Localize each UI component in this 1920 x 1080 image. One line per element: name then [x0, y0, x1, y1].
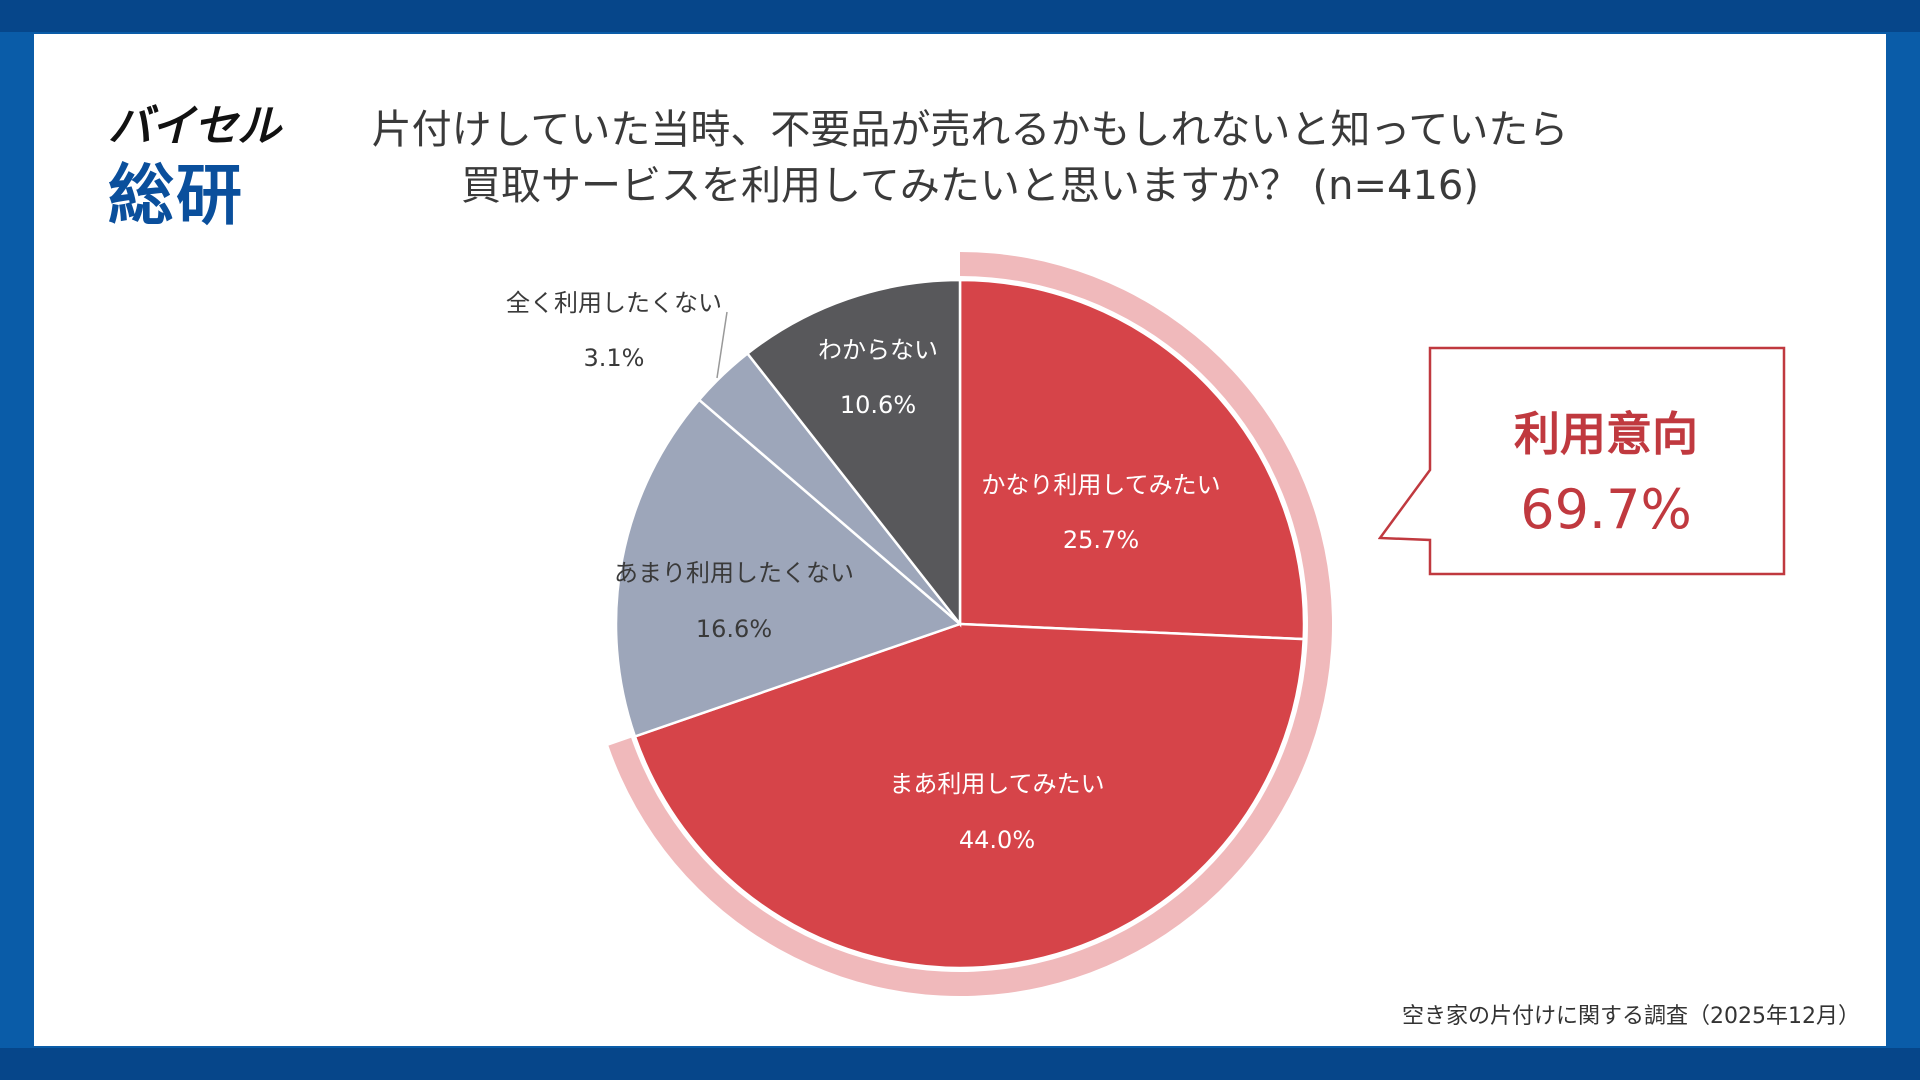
logo-brand: バイセル — [108, 101, 281, 152]
chart-title-line-1: 片付けしていた当時、不要品が売れるかもしれないと知っていたら — [371, 107, 1569, 153]
slice-label-4: 全く利用したくない — [506, 289, 722, 317]
chart-title: 片付けしていた当時、不要品が売れるかもしれないと知っていたら 買取サービスを利用… — [320, 102, 1620, 214]
leader-line — [716, 311, 728, 379]
slice-value-3: 16.6% — [696, 615, 772, 643]
slice-label-2: まあ利用してみたい — [889, 770, 1104, 798]
frame-bottom-bar — [0, 1048, 1920, 1080]
callout-frame — [1378, 346, 1786, 576]
slice-value-1: 25.7% — [1063, 526, 1139, 554]
slice-value-4: 3.1% — [584, 344, 645, 372]
slice-label-5: わからない — [818, 336, 938, 364]
slice-value-5: 10.6% — [840, 391, 916, 419]
pie-slice-2 — [633, 622, 1305, 970]
logo: バイセル 総研 — [108, 90, 288, 234]
slice-label-3: あまり利用したくない — [614, 559, 854, 587]
source-note: 空き家の片付けに関する調査（2025年12月） — [1402, 1004, 1860, 1029]
chart-title-line-2: 買取サービスを利用してみたいと思いますか？ (n=416) — [461, 163, 1479, 209]
logo-sub: 総研 — [108, 157, 244, 234]
pie-slice-3 — [614, 398, 963, 739]
callout-box: 利用意向 69.7% — [1378, 346, 1786, 576]
callout-title: 利用意向 — [1514, 407, 1698, 461]
pie-slice-1 — [958, 278, 1306, 641]
frame-top-bar — [0, 0, 1920, 32]
pie-slice-5 — [745, 278, 962, 628]
slice-label-1: かなり利用してみたい — [981, 471, 1220, 499]
slice-value-2: 44.0% — [959, 826, 1035, 854]
callout-value: 69.7% — [1520, 478, 1692, 541]
